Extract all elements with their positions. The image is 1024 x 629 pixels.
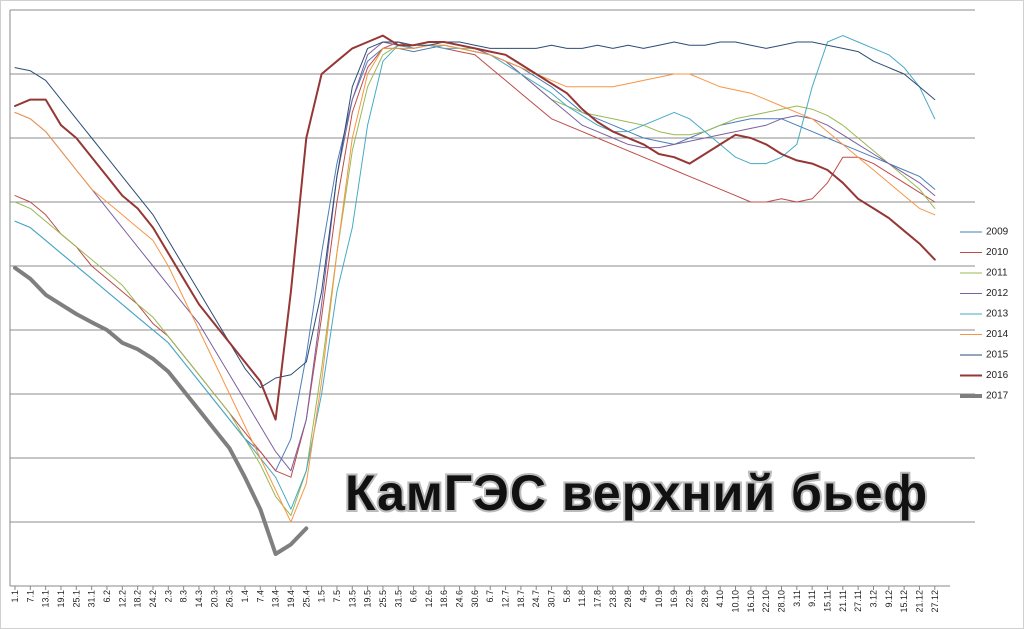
series-line <box>14 34 936 421</box>
x-tick-label: 4.9 <box>639 590 649 603</box>
x-tick-label: 5.8 <box>562 590 572 603</box>
x-tick-label: 24.6 <box>455 590 465 608</box>
x-tick-label: 26.3 <box>225 590 235 608</box>
x-tick-label: 7.4 <box>255 590 265 603</box>
x-tick-label: 1.4 <box>240 590 250 603</box>
legend-label: 2014 <box>986 329 1009 340</box>
x-tick-label: 13.5 <box>347 590 357 608</box>
x-tick-label: 16.10 <box>746 590 756 613</box>
x-tick-label: 18.7 <box>516 590 526 608</box>
x-tick-label: 6.6 <box>409 590 419 603</box>
x-tick-label: 11.8 <box>577 590 587 607</box>
x-tick-label: 23.8 <box>608 590 618 608</box>
x-tick-label: 17.8 <box>593 590 603 608</box>
x-tick-label: 9.12 <box>884 590 894 608</box>
x-tick-label: 25.4 <box>301 590 311 608</box>
x-tick-label: 3.12 <box>868 590 878 608</box>
x-tick-label: 7.5 <box>332 590 342 603</box>
series-line <box>14 41 936 389</box>
x-tick-label: 12.7 <box>501 590 511 608</box>
x-tick-label: 6.7 <box>485 590 495 603</box>
x-tick-label: 2.3 <box>163 590 173 603</box>
x-tick-label: 10.10 <box>731 590 741 613</box>
legend-label: 2017 <box>986 391 1009 402</box>
x-tick-label: 19.1 <box>56 590 66 608</box>
x-tick-label: 30.6 <box>470 590 480 608</box>
legend-label: 2009 <box>986 227 1009 238</box>
x-axis: 1.1 7.1 13.1 19.1 25.1 31.1 6.2 12.2 18.2 24.2 2.3… <box>9 10 950 613</box>
x-tick-label: 1.1 <box>10 590 20 603</box>
x-tick-label: 10.9 <box>654 590 664 608</box>
x-tick-label: 4.10 <box>715 590 725 608</box>
x-tick-label: 15.11 <box>822 590 832 612</box>
x-tick-label: 18.6 <box>439 590 449 608</box>
x-tick-label: 31.5 <box>393 590 403 608</box>
x-tick-label: 7.1 <box>25 590 35 603</box>
x-tick-label: 20.3 <box>209 590 219 608</box>
x-tick-label: 12.6 <box>424 590 434 608</box>
legend-label: 2016 <box>986 370 1009 381</box>
x-tick-label: 30.7 <box>547 590 557 608</box>
x-tick-label: 8.3 <box>179 590 189 603</box>
x-tick-label: 21.12 <box>914 590 924 613</box>
legend: 2009 2010 2011 2012 2013 2014 2015 2016 2017 <box>960 227 1009 402</box>
x-tick-label: 25.1 <box>71 590 81 608</box>
grid <box>10 9 975 523</box>
x-tick-label: 9.11 <box>807 590 817 607</box>
legend-label: 2012 <box>986 288 1009 299</box>
x-tick-label: 19.5 <box>363 590 373 608</box>
x-tick-label: 31.1 <box>87 590 97 608</box>
x-tick-label: 29.8 <box>623 590 633 608</box>
x-tick-label: 13.4 <box>271 590 281 608</box>
x-tick-label: 19.4 <box>286 590 296 608</box>
x-tick-label: 18.2 <box>133 590 143 608</box>
x-tick-label: 1.5 <box>317 590 327 603</box>
x-tick-label: 24.7 <box>531 590 541 608</box>
x-tick-label: 3.11 <box>792 590 802 607</box>
x-tick-label: 25.5 <box>378 590 388 608</box>
legend-label: 2013 <box>986 309 1009 320</box>
x-tick-label: 21.11 <box>838 590 848 612</box>
series-line <box>13 265 309 556</box>
x-tick-label: 15.12 <box>899 590 909 613</box>
legend-label: 2011 <box>986 268 1008 279</box>
x-tick-label: 28.10 <box>777 590 787 613</box>
legend-label: 2015 <box>986 350 1009 361</box>
x-tick-label: 13.1 <box>41 590 51 608</box>
x-tick-label: 22.9 <box>685 590 695 608</box>
plot-lines <box>13 34 936 556</box>
series-line <box>14 44 936 523</box>
x-tick-label: 27.12 <box>930 590 940 613</box>
legend-label: 2010 <box>986 247 1009 258</box>
x-tick-label: 6.2 <box>102 590 112 603</box>
x-tick-label: 22.10 <box>761 590 771 613</box>
x-tick-label: 14.3 <box>194 590 204 608</box>
chart-title: КамГЭС верхний бьеф <box>345 465 928 521</box>
x-tick-label: 12.2 <box>117 590 127 608</box>
x-tick-label: 16.9 <box>669 590 679 608</box>
x-tick-label: 28.9 <box>700 590 710 608</box>
x-tick-label: 27.11 <box>853 590 863 612</box>
x-tick-label: 24.2 <box>148 590 158 608</box>
